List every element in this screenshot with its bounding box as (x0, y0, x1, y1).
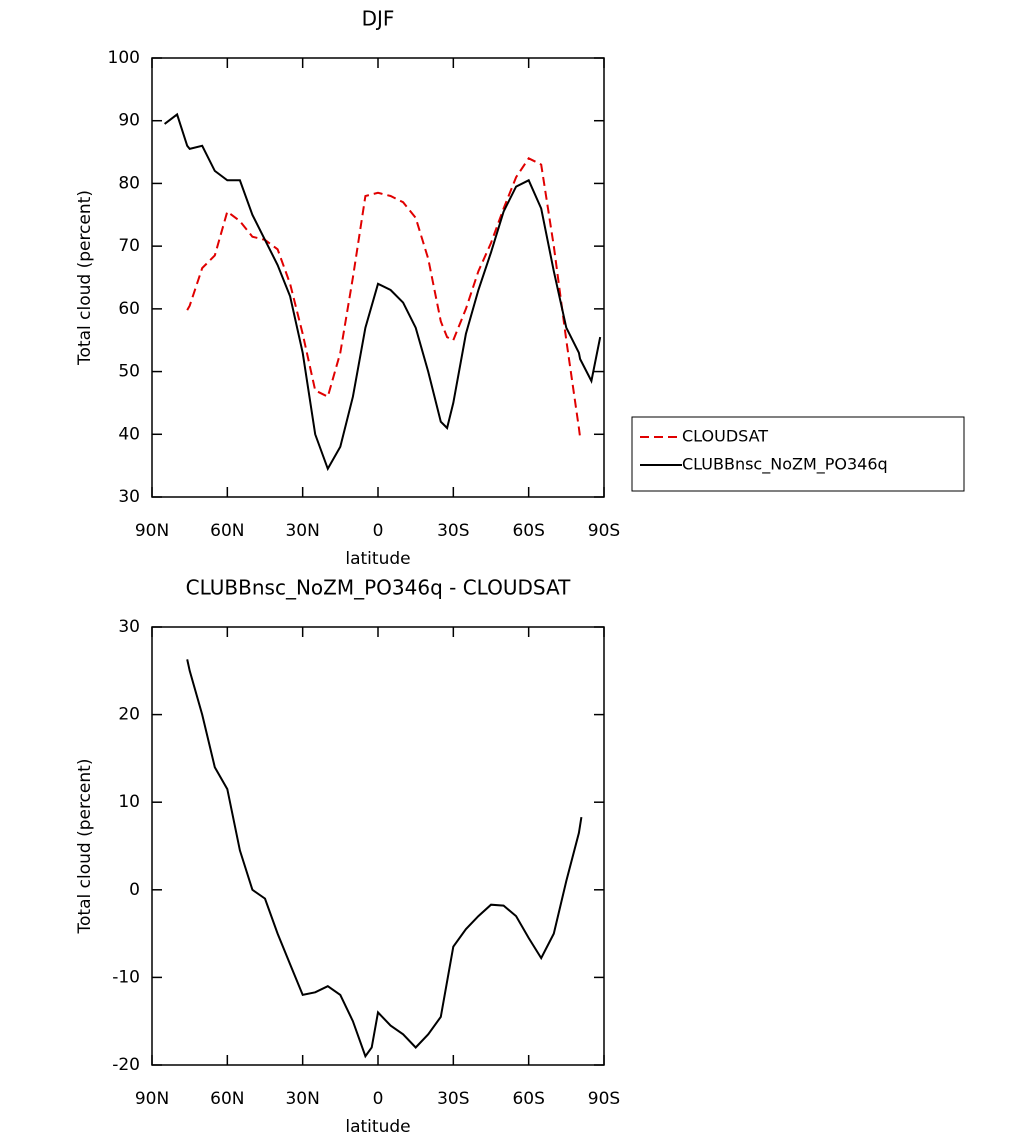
chart-title: CLUBBnsc_NoZM_PO346q - CLOUDSAT (186, 576, 571, 600)
legend-label: CLOUDSAT (682, 427, 768, 446)
x-tick-label: 60S (512, 1089, 544, 1109)
y-tick-label: 60 (118, 299, 140, 319)
y-tick-label: 50 (118, 362, 140, 382)
y-tick-label: 80 (118, 173, 140, 193)
x-tick-label: 30N (285, 521, 319, 541)
x-tick-label: 90S (588, 1089, 620, 1109)
plot-frame (151, 57, 605, 498)
x-tick-label: 30N (285, 1089, 319, 1109)
y-tick-label: -10 (112, 967, 140, 987)
y-tick-label: 30 (118, 487, 140, 507)
x-tick-label: 0 (373, 521, 384, 541)
x-tick-label: 60S (512, 521, 544, 541)
y-tick-label: 40 (118, 424, 140, 444)
legend-box (631, 416, 965, 492)
plot-frame (151, 626, 605, 1066)
x-axis-label: latitude (345, 1117, 410, 1137)
y-tick-label: 20 (118, 705, 140, 725)
y-tick-label: -20 (112, 1055, 140, 1075)
x-tick-label: 60N (210, 1089, 244, 1109)
y-tick-label: 100 (108, 48, 140, 68)
y-tick-label: 70 (118, 236, 140, 256)
x-tick-label: 90N (135, 521, 169, 541)
x-tick-label: 0 (373, 1089, 384, 1109)
y-tick-label: 90 (118, 111, 140, 131)
legend-label: CLUBBnsc_NoZM_PO346q (682, 455, 888, 475)
y-tick-label: 0 (129, 880, 140, 900)
y-tick-label: 30 (118, 617, 140, 637)
x-tick-label: 30S (437, 1089, 469, 1109)
x-tick-label: 90S (588, 521, 620, 541)
x-tick-label: 60N (210, 521, 244, 541)
x-tick-label: 30S (437, 521, 469, 541)
y-axis-label: Total cloud (percent) (75, 190, 95, 366)
x-axis-label: latitude (345, 549, 410, 569)
data-line (186, 157, 582, 438)
data-line (186, 659, 583, 1059)
data-line (163, 112, 602, 472)
y-tick-label: 10 (118, 792, 140, 812)
y-axis-label: Total cloud (percent) (75, 759, 95, 935)
x-tick-label: 90N (135, 1089, 169, 1109)
chart-title: DJF (362, 7, 395, 31)
